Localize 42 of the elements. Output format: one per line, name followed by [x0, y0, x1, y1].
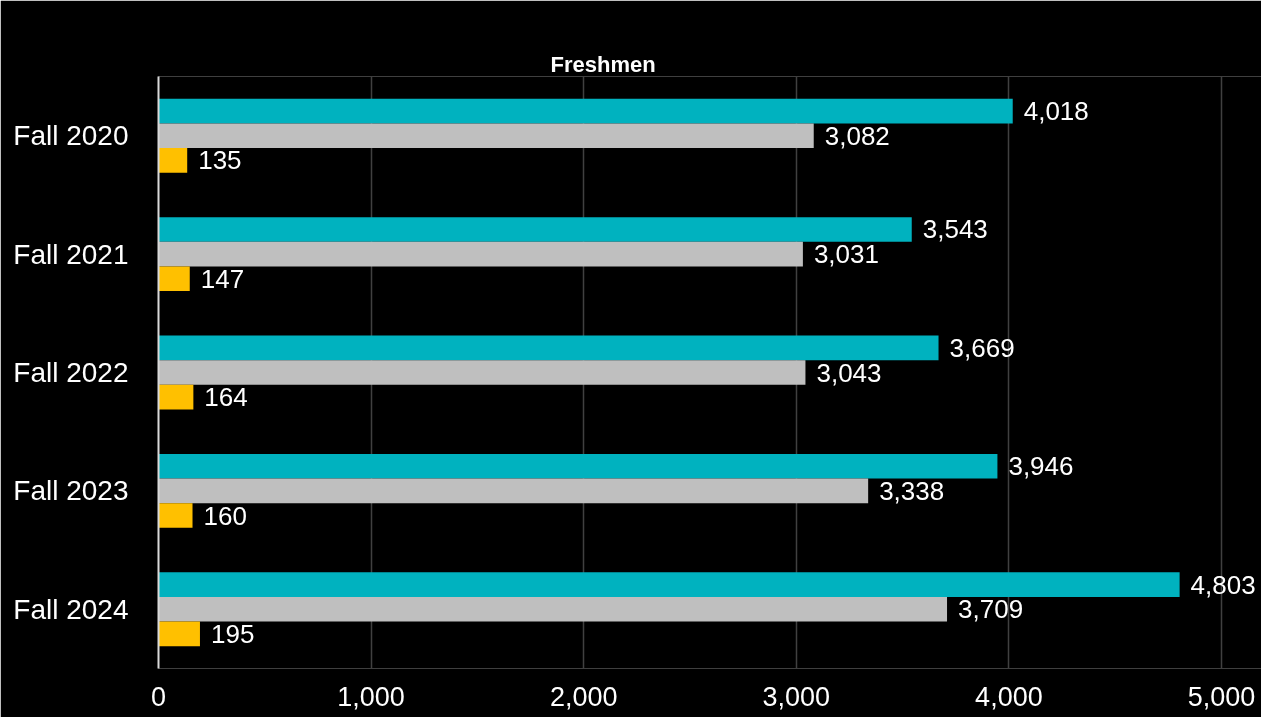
data-label: 3,709: [958, 594, 1024, 625]
data-label: 3,082: [824, 120, 890, 151]
bar: [158, 266, 190, 292]
bar: [158, 335, 939, 361]
x-tick-label: 3,000: [762, 681, 831, 712]
chart-title: Freshmen: [550, 51, 656, 77]
bar: [158, 572, 1180, 597]
x-tick-label: 0: [150, 681, 167, 712]
bar: [158, 241, 803, 267]
bar: [158, 148, 188, 173]
y-tick-label: Fall 2020: [13, 120, 129, 152]
bar: [158, 453, 998, 479]
data-label: 160: [203, 500, 247, 531]
bar: [158, 478, 869, 504]
data-label: 147: [200, 263, 245, 294]
data-label: 3,946: [1008, 451, 1074, 482]
data-label: 164: [204, 382, 248, 413]
data-label: 195: [210, 618, 255, 649]
bar: [158, 596, 948, 622]
data-label: 3,543: [922, 214, 988, 245]
bar: [158, 384, 194, 410]
bar: [158, 503, 193, 528]
y-tick-label: Fall 2024: [13, 593, 129, 625]
y-tick-label: Fall 2021: [13, 238, 129, 270]
x-tick-label: 2,000: [549, 681, 618, 712]
bar: [158, 98, 1013, 124]
x-tick-label: 5,000: [1187, 681, 1256, 712]
data-label: 3,669: [949, 332, 1015, 363]
data-label: 3,043: [816, 357, 882, 388]
y-tick-label: Fall 2023: [13, 475, 129, 507]
x-tick-label: 4,000: [975, 681, 1043, 712]
data-label: 135: [198, 145, 242, 176]
bar: [158, 123, 814, 149]
x-tick-label: 1,000: [337, 681, 405, 712]
data-label: 3,031: [813, 239, 879, 270]
bar: [158, 217, 912, 242]
data-label: 4,803: [1190, 569, 1256, 600]
bar: [158, 621, 200, 647]
y-tick-label: Fall 2022: [13, 357, 129, 388]
bar: [158, 360, 806, 385]
data-label: 4,018: [1023, 96, 1089, 127]
data-label: 3,338: [879, 475, 945, 506]
